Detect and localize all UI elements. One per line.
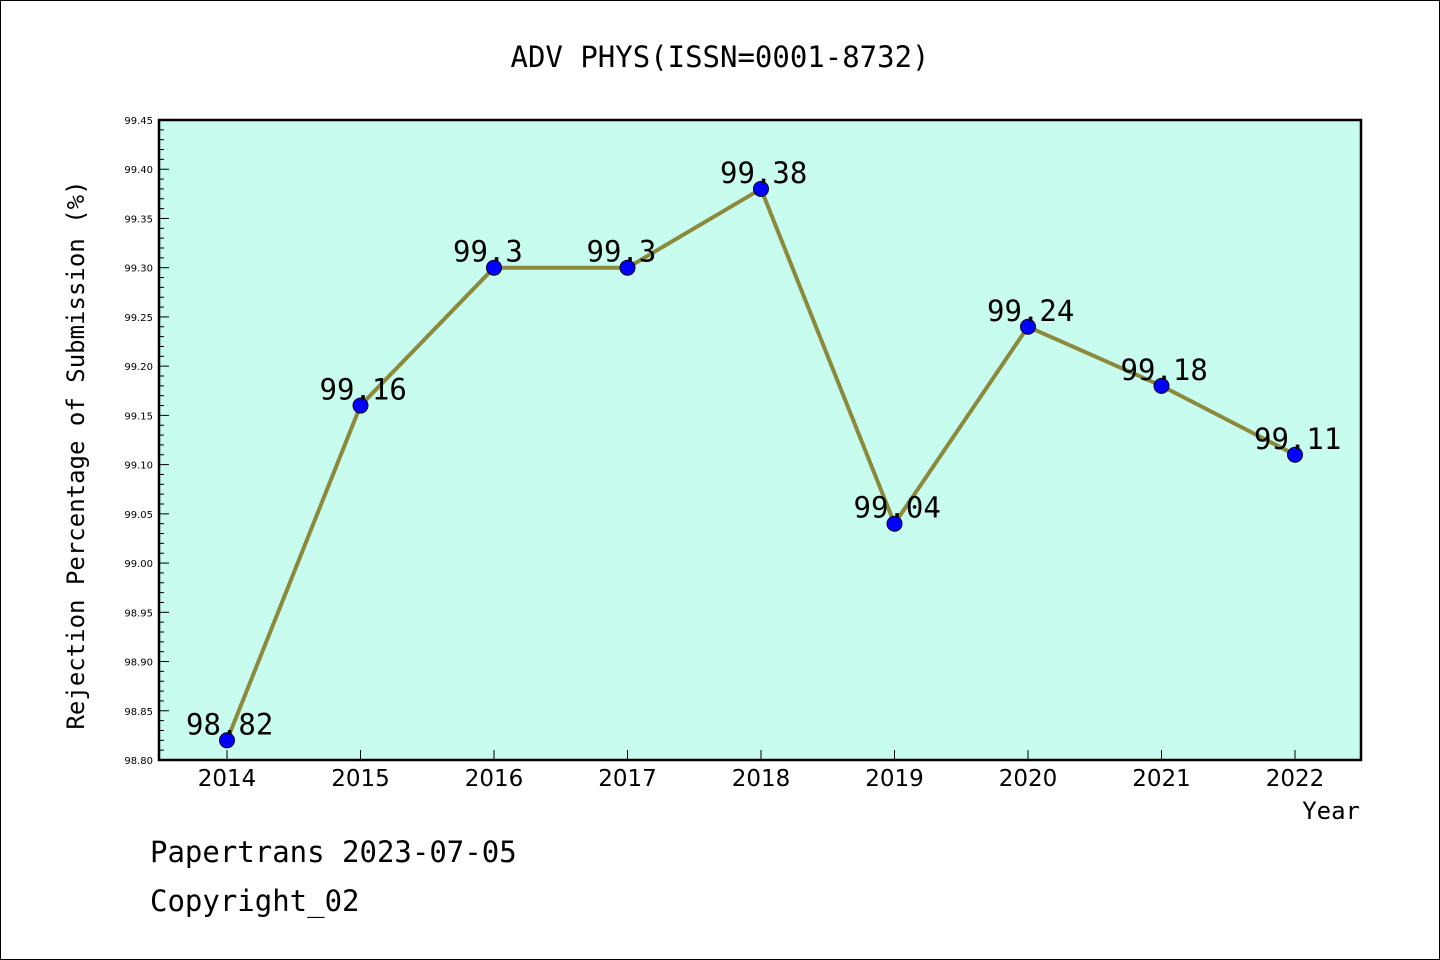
footer-date: Papertrans 2023-07-05 — [150, 835, 517, 869]
y-tick-label: 99.30 — [124, 264, 153, 275]
series-line-group — [219, 180, 1303, 749]
data-point — [886, 515, 903, 532]
y-axis: 98.80 98.85 98.90 98.95 99.00 99.05 99.10 99.15… — [124, 116, 169, 767]
x-tick-label: 2018 — [732, 766, 791, 792]
data-label: 99.24 — [987, 294, 1074, 328]
y-tick-label: 98.80 — [124, 756, 153, 767]
x-tick-label: 2014 — [198, 766, 257, 792]
chart-title: ADV PHYS(ISSN=0001-8732) — [510, 40, 929, 74]
y-tick-label: 99.40 — [124, 165, 153, 176]
data-point — [1153, 377, 1170, 394]
x-tick-label: 2020 — [999, 766, 1058, 792]
data-point — [1020, 318, 1036, 335]
x-tick-label: 2021 — [1132, 766, 1191, 792]
y-tick-label: 98.85 — [124, 707, 153, 718]
data-point — [486, 259, 502, 276]
y-tick-label: 98.95 — [124, 608, 153, 619]
data-labels: 98.82 99.16 99.3 99.3 99.38 99.04 99.24 99.18 99… — [186, 156, 1341, 741]
x-tick-label: 2015 — [331, 766, 390, 792]
y-axis-label: Rejection Percentage of Submission (%) — [62, 180, 90, 729]
y-tick-label: 99.20 — [124, 362, 153, 373]
y-tick-label: 99.05 — [124, 510, 153, 521]
data-point — [753, 180, 769, 197]
x-tick-label: 2022 — [1266, 766, 1325, 792]
footer-copyright: Copyright_02 — [150, 884, 360, 918]
y-tick-label: 98.90 — [124, 658, 153, 669]
data-label: 98.82 — [186, 707, 273, 741]
y-tick-label: 99.35 — [124, 214, 153, 225]
data-label: 99.18 — [1121, 353, 1208, 387]
data-point — [352, 397, 369, 414]
data-label: 99.3 — [587, 235, 657, 269]
x-tick-label: 2017 — [598, 766, 657, 792]
y-tick-label: 99.45 — [124, 116, 153, 127]
y-tick-label: 99.25 — [124, 313, 153, 324]
data-point — [619, 259, 636, 276]
x-tick-label: 2016 — [465, 766, 524, 792]
data-label: 99.11 — [1254, 422, 1341, 456]
data-label: 99.16 — [320, 373, 407, 407]
plot-area — [159, 120, 1361, 760]
data-label: 99.3 — [453, 235, 523, 269]
x-axis: 2014 2015 2016 2017 2018 2019 2020 2021 2022 — [198, 750, 1325, 792]
y-tick-label: 99.00 — [124, 559, 153, 570]
data-point — [219, 732, 235, 749]
y-tick-label: 99.15 — [124, 411, 153, 422]
data-point — [1287, 446, 1303, 463]
data-label: 99.38 — [720, 156, 807, 190]
data-label: 99.04 — [854, 491, 941, 525]
y-tick-label: 99.10 — [124, 461, 153, 472]
x-axis-label: Year — [1302, 797, 1360, 825]
x-tick-label: 2019 — [865, 766, 924, 792]
plot-border — [157, 118, 1363, 762]
